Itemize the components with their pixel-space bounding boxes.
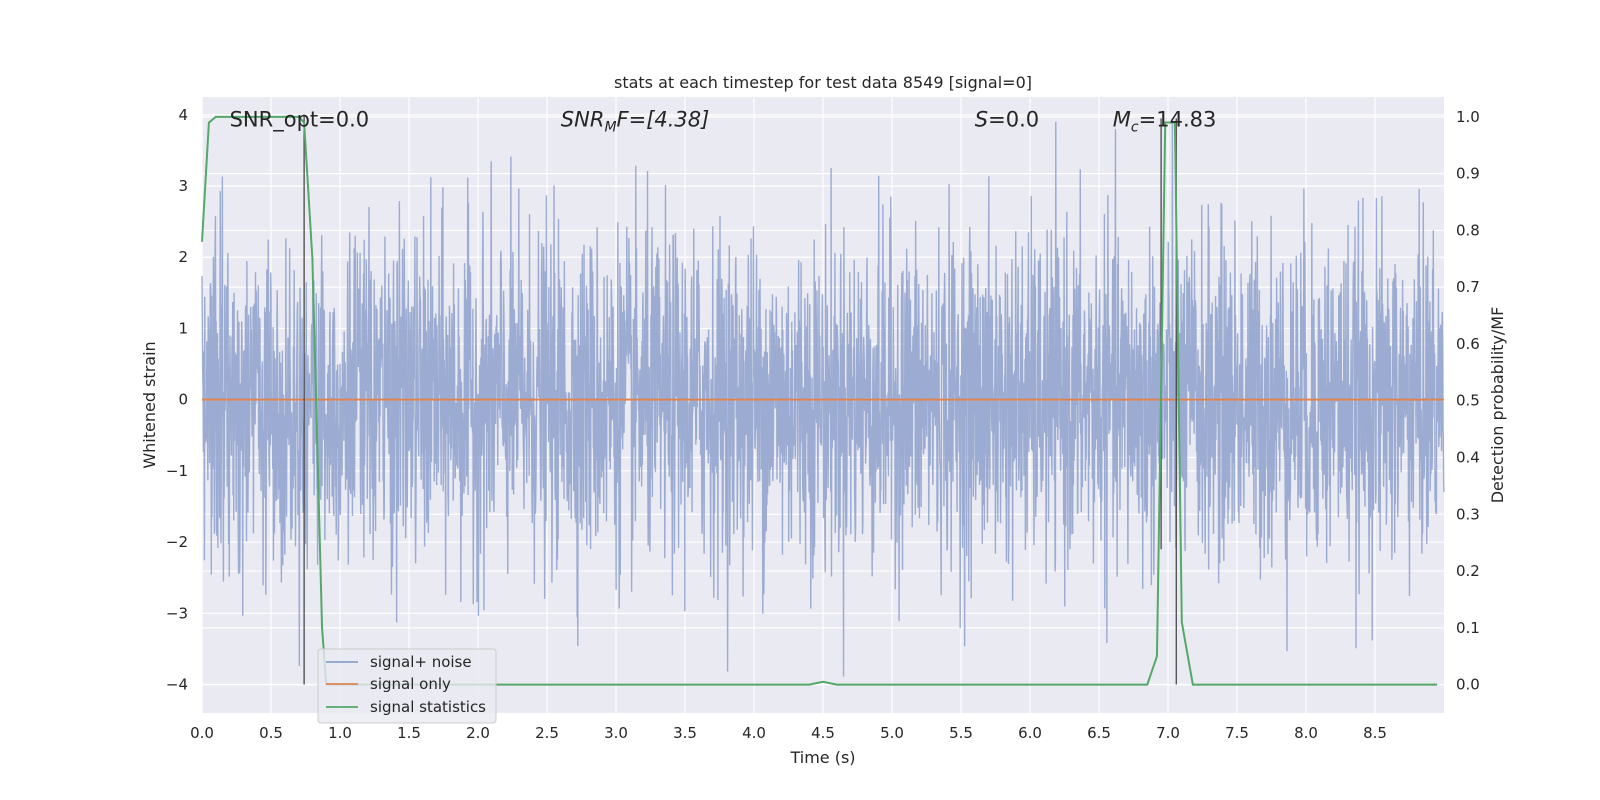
annotation-s-val: S=0.0 <box>975 107 1039 131</box>
y-axis-left-ticks: −4 −3 −2 −1 0 1 2 3 4 <box>166 106 188 694</box>
y-right-tick-label: 1.0 <box>1456 108 1480 126</box>
legend-box <box>317 648 497 724</box>
legend-label-noise: signal+ noise <box>370 653 472 671</box>
x-tick-label: 4.5 <box>811 724 835 742</box>
signal-statistics-series <box>201 115 1438 686</box>
legend-label-statistics: signal statistics <box>370 698 486 716</box>
x-tick-label: 8.5 <box>1363 724 1387 742</box>
annotation-snr-mf: SNRMF=[4.38] <box>561 107 710 135</box>
y-right-tick-label: 0.6 <box>1456 335 1480 353</box>
x-tick-label: 6.5 <box>1087 724 1111 742</box>
x-tick-label: 7.0 <box>1156 724 1180 742</box>
y-right-tick-label: 0.2 <box>1456 562 1480 580</box>
chart-title: stats at each timestep for test data 854… <box>614 73 1032 92</box>
y-axis-left-title: Whitened strain <box>140 341 159 468</box>
x-axis-ticks: 0.0 0.5 1.0 1.5 2.0 2.5 3.0 3.5 4.0 4.5 5.0 5.5 6.0 6… <box>190 724 1387 742</box>
y-right-tick-label: 0.0 <box>1456 676 1480 694</box>
x-tick-label: 2.0 <box>466 724 490 742</box>
y-left-tick-label: 0 <box>178 391 188 409</box>
y-left-tick-label: 4 <box>178 106 188 124</box>
y-left-tick-label: 1 <box>178 319 188 337</box>
y-left-tick-label: 3 <box>178 177 188 195</box>
y-right-tick-label: 0.5 <box>1456 392 1480 410</box>
signal-statistics-line <box>201 115 1438 686</box>
y-right-tick-label: 0.4 <box>1456 449 1480 467</box>
y-left-tick-label: −3 <box>166 604 188 622</box>
y-left-tick-label: 2 <box>178 248 188 266</box>
y-right-tick-label: 0.3 <box>1456 505 1480 523</box>
x-tick-label: 4.0 <box>742 724 766 742</box>
y-axis-right-title: Detection probability/MF <box>1488 307 1507 504</box>
y-left-tick-label: −2 <box>166 533 188 551</box>
x-tick-label: 0.0 <box>190 724 214 742</box>
annotations: SNR_opt=0.0 SNRMF=[4.38] S=0.0 Mc=14.83 <box>230 107 1217 135</box>
x-axis-title: Time (s) <box>789 748 855 767</box>
x-tick-label: 1.0 <box>328 724 352 742</box>
x-tick-label: 7.5 <box>1225 724 1249 742</box>
y-right-tick-label: 0.1 <box>1456 619 1480 637</box>
noise-series <box>201 121 1445 677</box>
x-tick-label: 5.0 <box>880 724 904 742</box>
x-tick-label: 3.0 <box>604 724 628 742</box>
annotation-snr-opt: SNR_opt=0.0 <box>230 107 370 132</box>
annotation-mc-val: Mc=14.83 <box>1113 107 1217 135</box>
noise-line <box>201 121 1445 677</box>
y-left-tick-label: −1 <box>166 462 188 480</box>
x-tick-label: 1.5 <box>397 724 421 742</box>
x-tick-label: 8.0 <box>1294 724 1318 742</box>
y-right-tick-label: 0.9 <box>1456 165 1480 183</box>
x-tick-label: 6.0 <box>1018 724 1042 742</box>
legend: signal+ noise signal only signal statist… <box>317 648 497 724</box>
x-tick-label: 3.5 <box>673 724 697 742</box>
y-right-tick-label: 0.7 <box>1456 278 1480 296</box>
y-axis-right-ticks: 0.0 0.1 0.2 0.3 0.4 0.5 0.6 0.7 0.8 0.9 1.0 <box>1456 108 1480 694</box>
legend-label-signal: signal only <box>370 675 451 693</box>
x-tick-label: 2.5 <box>535 724 559 742</box>
x-tick-label: 5.5 <box>949 724 973 742</box>
y-right-tick-label: 0.8 <box>1456 221 1480 239</box>
y-left-tick-label: −4 <box>166 676 188 694</box>
x-tick-label: 0.5 <box>259 724 283 742</box>
